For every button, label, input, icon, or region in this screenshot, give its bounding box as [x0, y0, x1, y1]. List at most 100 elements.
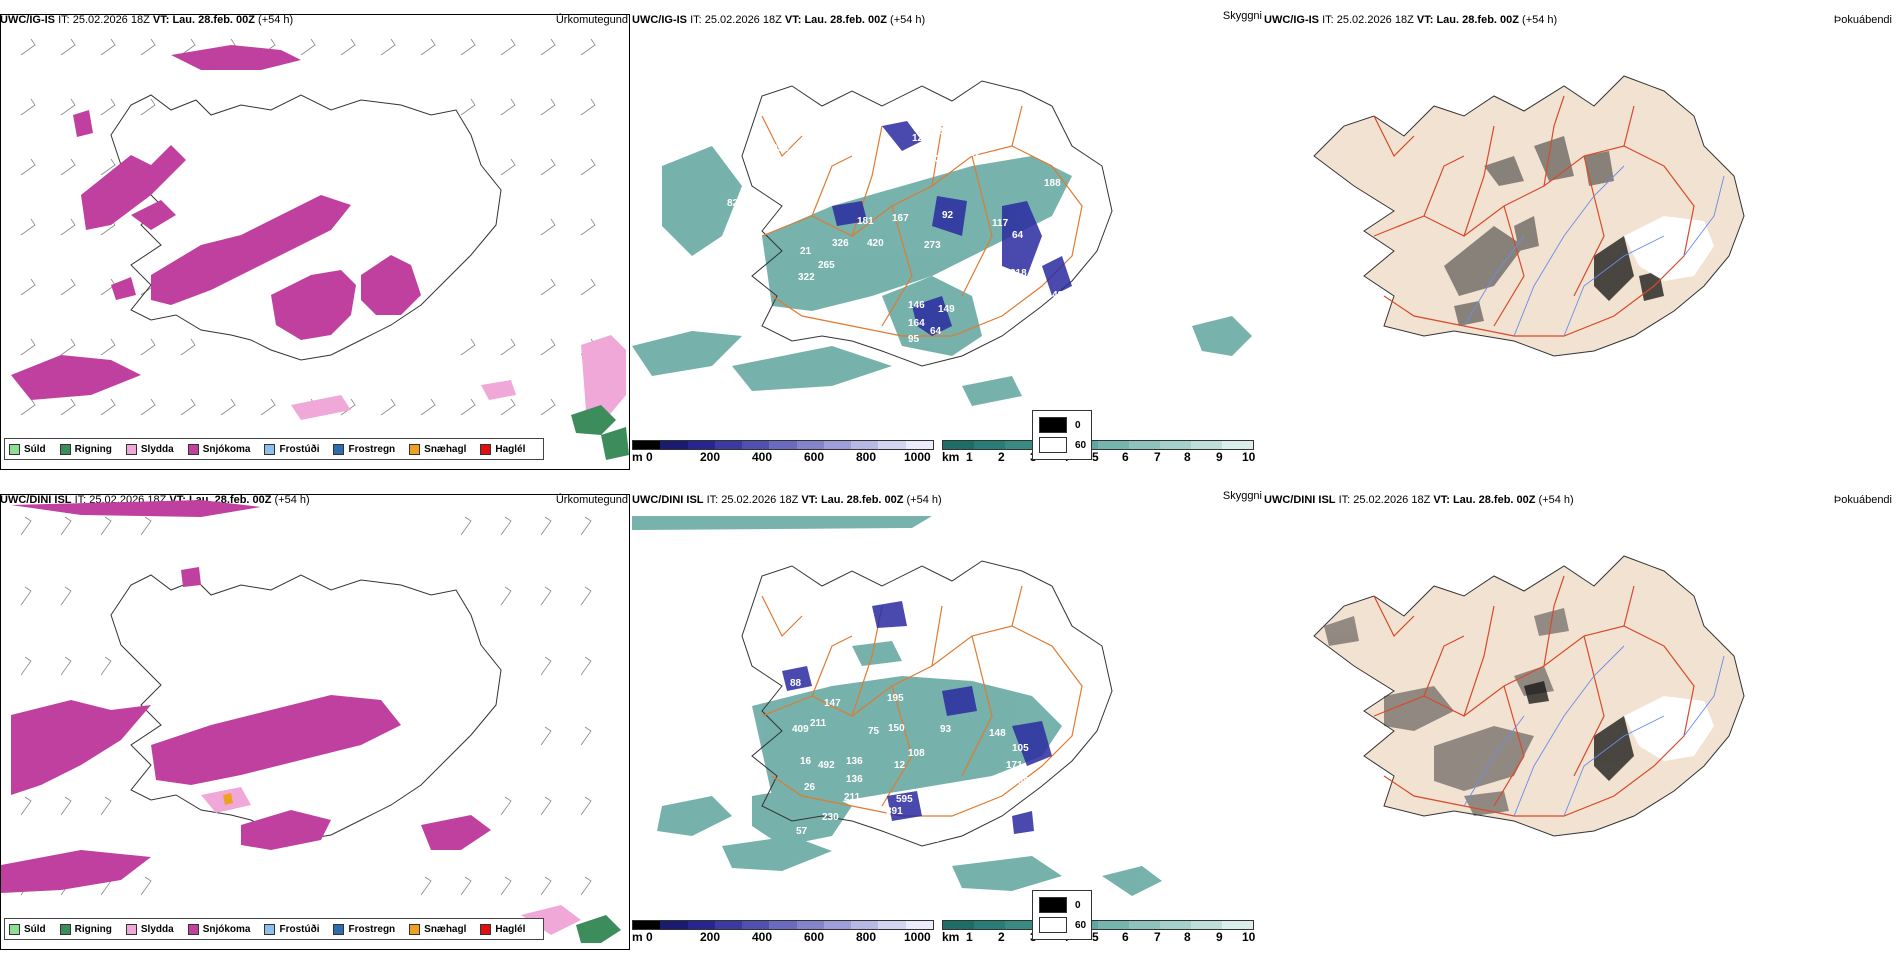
ceiling-label: 93: [940, 724, 952, 735]
legend-item-freezing-rain: Frostregn: [333, 443, 395, 455]
precip-panel-row1: UWC/IG-IS IT: 25.02.2026 18Z VT: Lau. 28…: [0, 6, 630, 476]
legend-item-hail: Haglél: [480, 923, 525, 935]
lead-time: (+54 h): [1522, 14, 1558, 26]
legend-item-sleet: Slydda: [125, 923, 174, 935]
ceiling-label: 12: [930, 864, 942, 875]
road-network: [761, 105, 1083, 337]
visibility-map: 796 954 82 121 181 167 326 420 273 92 11…: [632, 36, 1262, 432]
iceland-outline: [741, 560, 1113, 847]
fog-map: [1264, 36, 1900, 432]
vt-value: Lau. 28.feb. 00Z: [820, 494, 904, 506]
ceiling-label: 318: [1010, 268, 1027, 279]
ceiling-label: 167: [892, 213, 909, 224]
ceiling-label: 108: [908, 748, 925, 759]
panel-title: Skyggni: [1222, 490, 1262, 502]
legend-item-freezing-drizzle: Frostúði: [264, 923, 319, 935]
model-name: UWC/IG-IS: [632, 14, 687, 26]
fog-dark: [1594, 236, 1664, 301]
model-name: UWC/DINI ISL: [0, 494, 72, 506]
river-network: [1463, 645, 1725, 817]
panel-header: UWC/IG-IS IT: 25.02.2026 18Z VT: Lau. 28…: [632, 10, 1262, 30]
fog-legend-low: 0: [1039, 417, 1081, 433]
ceiling-label: 989: [928, 788, 945, 799]
ceiling-label: 136: [846, 756, 863, 767]
ceiling-label: 149: [938, 304, 955, 315]
it-label: IT:: [74, 494, 87, 506]
ceiling-label: 12: [894, 760, 906, 771]
lead-time: (+54 h): [258, 14, 294, 26]
it-value: 25.02.2026 18Z: [721, 494, 799, 506]
ceiling-label: 273: [924, 240, 941, 251]
visibility-map-svg: 88 67 147 195 409 211 75 150 93 148 105 …: [632, 516, 1162, 896]
ceiling-label: 102: [922, 834, 939, 845]
ceiling-label: 391: [886, 806, 903, 817]
it-label: IT:: [690, 14, 702, 26]
ceiling-label: 83: [902, 826, 914, 837]
ceiling-label: 117: [992, 218, 1009, 229]
fog-map-svg: [1313, 75, 1745, 357]
low-visibility-areas: [632, 146, 1252, 406]
snow-pellet-areas: [223, 793, 233, 805]
ceiling-label: 230: [822, 812, 839, 823]
snow-areas: [11, 45, 421, 400]
model-name: UWC/DINI ISL: [1264, 494, 1336, 506]
ceiling-label: 42: [1052, 290, 1064, 301]
ceiling-label: 796: [702, 103, 719, 114]
ceiling-label: 92: [970, 148, 982, 159]
panel-title: Úrkomutegund: [555, 494, 628, 506]
ceiling-label: 211: [810, 718, 827, 729]
ceiling-label: 26: [804, 782, 816, 793]
fog-legend: 0 60: [1032, 890, 1092, 940]
vt-value: Lau. 28.feb. 00Z: [172, 14, 255, 26]
legend-item-snow: Snjókoma: [187, 923, 250, 935]
ceiling-label: 147: [824, 698, 841, 709]
ceiling-label: 247: [906, 864, 923, 875]
precip-map: [0, 494, 630, 950]
rain-areas: [571, 405, 629, 460]
panel-title: Þokuábendi: [1833, 14, 1892, 26]
ceiling-label: 308: [1012, 776, 1029, 787]
it-label: IT:: [58, 14, 70, 26]
fog-legend-high: 60: [1039, 917, 1086, 933]
ceiling-label: 75: [868, 726, 880, 737]
visibility-colorbar: km 1 2 3 4 5 6 7 8 9 10: [942, 440, 1258, 470]
ceiling-colorbar: m 0 200 400 600 800 1000: [632, 440, 942, 470]
panel-header: UWC/IG-IS IT: 25.02.2026 18Z VT: Lau. 28…: [0, 14, 630, 30]
fog-legend: 0 60: [1032, 410, 1092, 460]
lead-time: (+54 h): [1538, 494, 1574, 506]
vt-label: VT:: [801, 494, 818, 506]
glacier-white: [1624, 696, 1714, 761]
precip-map-svg: [1, 500, 621, 943]
panel-header: UWC/DINI ISL IT: 25.02.2026 18Z VT: Lau.…: [1264, 494, 1894, 510]
road-network: [761, 585, 1083, 817]
ceiling-label: 211: [844, 792, 861, 803]
vt-value: Lau. 28.feb. 00Z: [804, 14, 887, 26]
ceiling-label: 150: [888, 723, 905, 734]
legend-item-rain: Rigning: [59, 443, 112, 455]
ceiling-label: 188: [1044, 178, 1061, 189]
legend-item-rain: Rigning: [59, 923, 112, 935]
legend-item-snow: Snjókoma: [187, 443, 250, 455]
ceiling-label: 95: [908, 334, 920, 345]
ceiling-label: 105: [1012, 743, 1029, 754]
model-name: UWC/IG-IS: [0, 14, 55, 26]
ceiling-label: 195: [887, 693, 904, 704]
ceiling-label: 64: [1012, 230, 1024, 241]
vt-label: VT:: [152, 14, 170, 26]
model-name: UWC/DINI ISL: [632, 494, 704, 506]
legend-item-freezing-rain: Frostregn: [333, 923, 395, 935]
panel-title: Úrkomutegund: [555, 14, 628, 26]
fog-shading: [1324, 608, 1569, 816]
model-name: UWC/IG-IS: [1264, 14, 1319, 26]
panel-title: Þokuábendi: [1833, 494, 1892, 506]
visibility-panel-row1: UWC/IG-IS IT: 25.02.2026 18Z VT: Lau. 28…: [632, 6, 1262, 476]
sleet-areas: [201, 787, 581, 935]
ceiling-colorbar-strip: [632, 920, 934, 930]
ceiling-label: 57: [796, 826, 808, 837]
river-network: [1463, 165, 1725, 337]
it-label: IT:: [1322, 14, 1334, 26]
ceiling-label: 492: [818, 760, 835, 771]
ceiling-label: 537: [1010, 286, 1027, 297]
ceiling-areas: [832, 121, 1072, 336]
sleet-areas: [291, 335, 626, 425]
